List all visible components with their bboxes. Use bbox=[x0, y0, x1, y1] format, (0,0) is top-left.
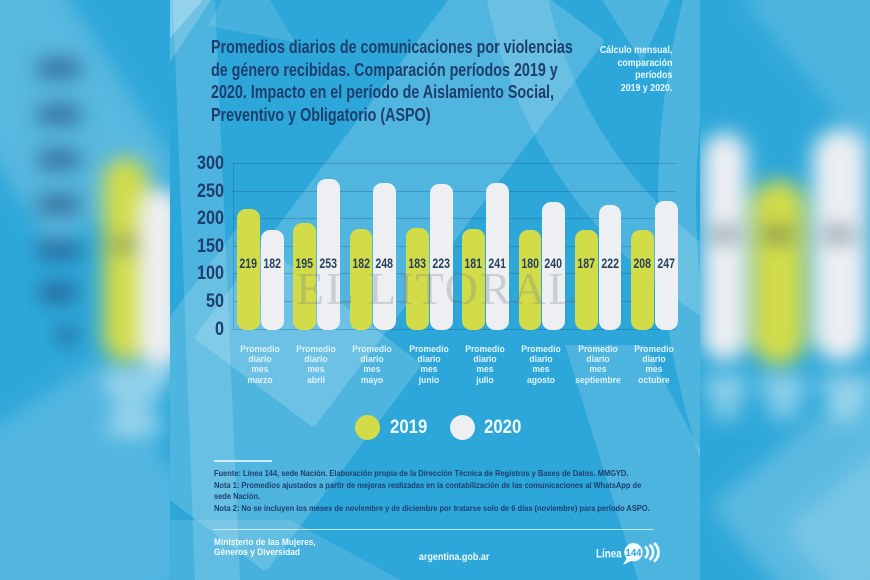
svg-text:Línea: Línea bbox=[596, 548, 622, 561]
svg-text:144: 144 bbox=[626, 547, 642, 559]
